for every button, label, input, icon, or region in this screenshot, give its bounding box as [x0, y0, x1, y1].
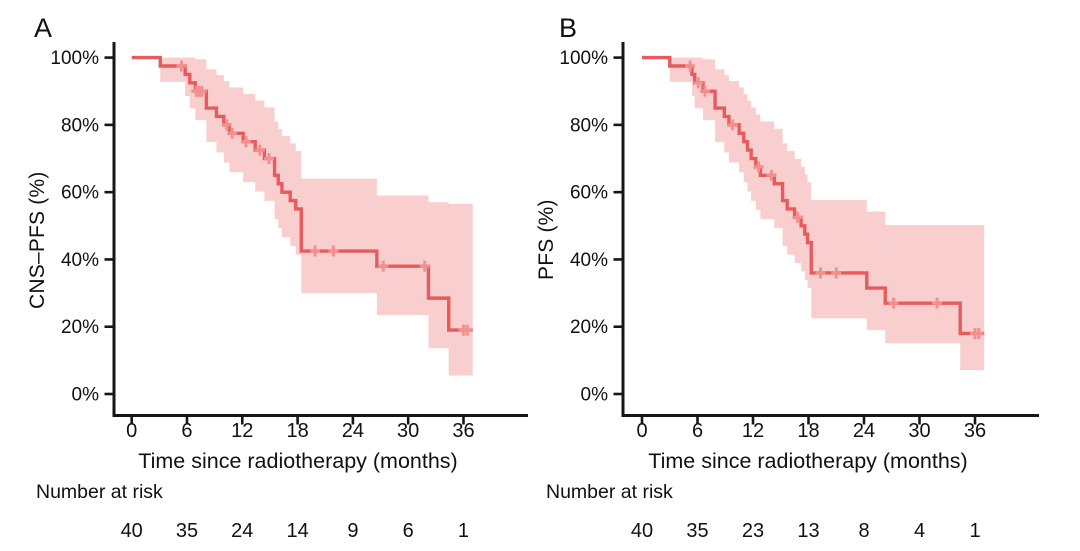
censor-mark [815, 267, 826, 279]
x-tick-label: 18 [286, 420, 308, 442]
x-tick-label: 12 [742, 420, 764, 442]
risk-count: 8 [858, 520, 869, 542]
risk-count: 1 [458, 520, 469, 542]
panel-label-b: B [559, 13, 578, 43]
confidence-band [669, 57, 985, 371]
x-axis-title-b: Time since radiotherapy (months) [648, 449, 968, 473]
risk-count: 13 [797, 520, 819, 542]
censor-mark [264, 153, 275, 165]
x-tick-label: 6 [181, 420, 192, 442]
censor-mark [792, 211, 803, 223]
risk-count: 35 [686, 520, 708, 542]
risk-count: 40 [631, 520, 653, 542]
y-tick-label: 60% [570, 183, 608, 204]
y-tick-label: 20% [61, 317, 99, 338]
y-tick-label: 100% [559, 48, 608, 69]
censor-mark [310, 245, 321, 257]
censor-mark [227, 127, 238, 139]
y-tick-label: 60% [61, 183, 99, 204]
censor-mark [462, 324, 473, 336]
censor-mark [888, 297, 899, 309]
censor-mark [699, 85, 710, 97]
censor-mark [328, 245, 339, 257]
panel-label-a: A [34, 13, 53, 43]
y-tick-label: 40% [61, 250, 99, 271]
y-tick-label: 80% [61, 115, 99, 136]
risk-count: 9 [347, 520, 358, 542]
censor-mark [766, 169, 777, 181]
risk-count: 1 [969, 520, 980, 542]
x-tick-label: 24 [342, 420, 364, 442]
risk-count: 40 [121, 520, 143, 542]
risk-count: 14 [286, 520, 308, 542]
censor-mark [254, 144, 265, 156]
x-tick-label: 24 [853, 420, 875, 442]
censor-mark [240, 136, 251, 148]
x-tick-label: 12 [231, 420, 253, 442]
x-tick-label: 36 [964, 420, 986, 442]
y-tick-label: 80% [570, 115, 608, 136]
number-at-risk-label-b: Number at risk [546, 481, 673, 503]
risk-count: 24 [231, 520, 253, 542]
y-tick-label: 20% [570, 317, 608, 338]
censor-mark [973, 327, 984, 339]
censor-mark [693, 77, 704, 89]
censor-mark [932, 297, 943, 309]
censor-mark [727, 119, 738, 131]
y-tick-label: 100% [50, 48, 99, 69]
risk-count: 6 [403, 520, 414, 542]
km-panel-a: 0 40 6 35 12 24 18 14 24 9 30 6 36 1 0% 20% 40% 60% 80% 100… [50, 42, 528, 542]
y-tick-label: 0% [72, 385, 100, 406]
x-tick-label: 30 [397, 420, 419, 442]
number-at-risk-label-a: Number at risk [36, 481, 163, 503]
y-tick-label: 0% [581, 385, 609, 406]
confidence-band [160, 57, 473, 376]
censor-mark [196, 85, 207, 97]
x-tick-label: 18 [797, 420, 819, 442]
km-panel-b: 0 40 6 35 12 23 18 13 24 8 30 4 36 1 0% 20% 40% 60% 80% 100… [559, 42, 1039, 542]
x-tick-label: 0 [126, 420, 137, 442]
censor-mark [753, 161, 764, 173]
x-tick-label: 30 [908, 420, 930, 442]
risk-count: 35 [176, 520, 198, 542]
x-tick-label: 36 [452, 420, 474, 442]
censor-mark [176, 60, 187, 72]
censor-mark [831, 267, 842, 279]
censor-mark [685, 60, 696, 72]
risk-count: 4 [914, 520, 925, 542]
censor-mark [419, 260, 430, 272]
risk-count: 23 [742, 520, 764, 542]
x-tick-label: 0 [636, 420, 647, 442]
y-tick-label: 40% [570, 250, 608, 271]
x-tick-label: 6 [692, 420, 703, 442]
censor-mark [221, 119, 232, 131]
x-axis-title-a: Time since radiotherapy (months) [138, 449, 458, 473]
censor-mark [378, 260, 389, 272]
